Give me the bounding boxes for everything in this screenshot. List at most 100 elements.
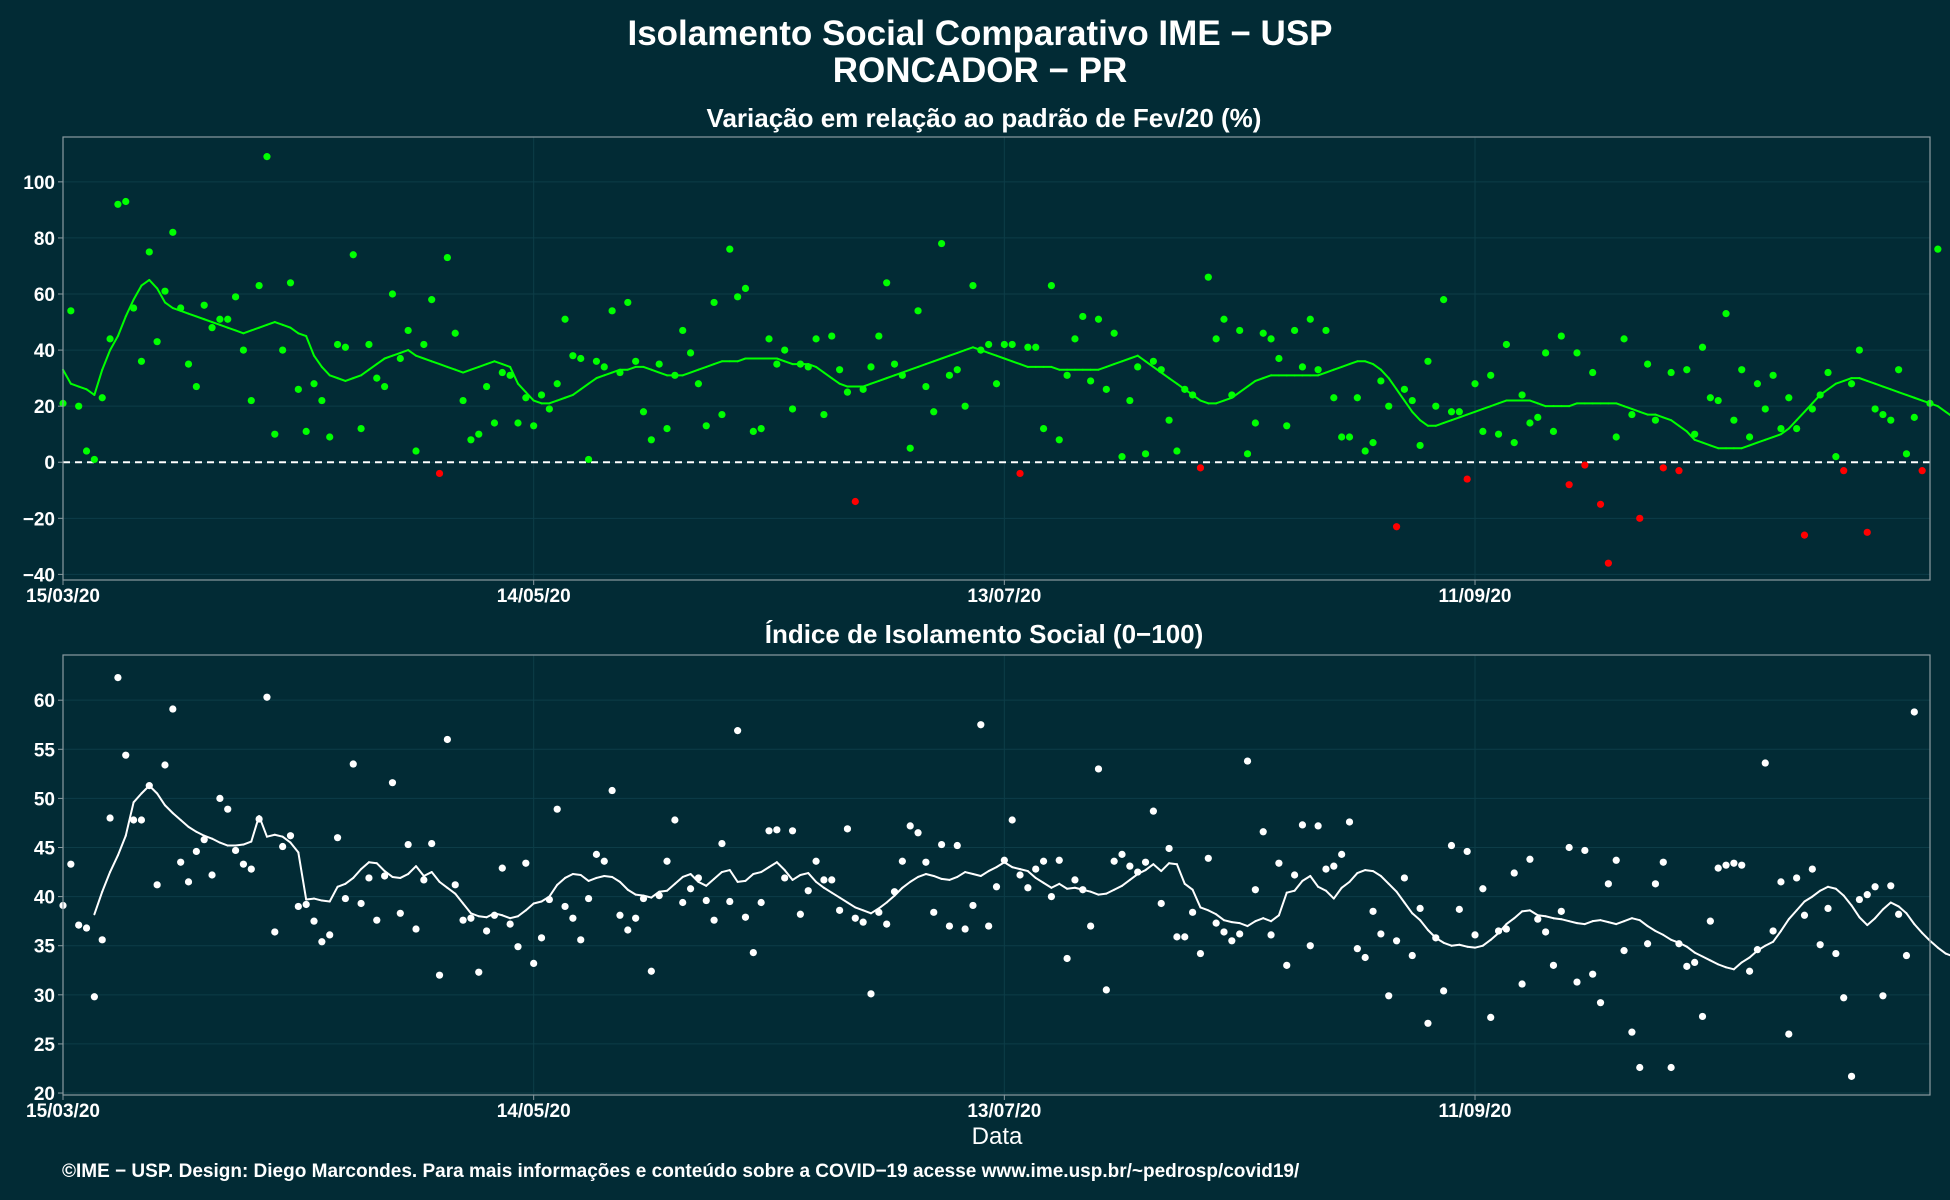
data-point: [294, 385, 302, 393]
data-point: [1322, 865, 1330, 873]
data-point: [1753, 380, 1762, 388]
moving-average-segment: [830, 891, 841, 899]
data-point: [1871, 405, 1879, 413]
moving-average-segment: [415, 354, 425, 360]
data-point: [1698, 1012, 1707, 1021]
data-point: [1149, 357, 1157, 365]
panel-border: [62, 136, 1931, 581]
data-point: [1440, 296, 1448, 304]
moving-average-segment: [430, 360, 441, 366]
moving-average-segment: [1411, 912, 1422, 922]
data-point: [1432, 402, 1440, 410]
data-point: [302, 900, 310, 909]
data-point: [1173, 933, 1181, 941]
data-point: [1102, 986, 1110, 994]
data-point: [600, 857, 608, 865]
data-point: [294, 902, 302, 911]
moving-average-segment: [1528, 399, 1539, 405]
moving-average-segment: [1113, 360, 1124, 366]
data-point: [1643, 940, 1652, 948]
data-point: [1306, 942, 1314, 950]
moving-average-segment: [1811, 889, 1822, 898]
moving-average-segment: [909, 875, 920, 883]
moving-average-segment: [446, 365, 457, 371]
moving-average-segment: [1403, 901, 1414, 915]
moving-average-segment: [1764, 436, 1775, 441]
data-point: [702, 896, 710, 905]
moving-average-segment: [1929, 939, 1939, 949]
moving-average-segment: [109, 335, 119, 352]
data-point: [263, 153, 271, 161]
moving-average-segment: [948, 875, 959, 881]
moving-average-segment: [1905, 393, 1916, 399]
x-tick-label: 11/09/20: [1439, 1101, 1512, 1122]
moving-average-segment: [1827, 885, 1837, 890]
moving-average-segment: [1066, 886, 1076, 890]
data-point: [953, 841, 961, 850]
x-tick-label: 14/05/20: [497, 1101, 571, 1122]
moving-average-segment: [422, 871, 433, 877]
moving-average-segment: [234, 329, 245, 335]
moving-average-segment: [477, 915, 488, 919]
data-point: [1440, 987, 1448, 995]
data-point: [1706, 917, 1714, 925]
y-tick-label: 60: [34, 691, 55, 712]
moving-average-segment: [360, 368, 370, 377]
data-point: [420, 340, 428, 349]
data-point: [804, 363, 812, 371]
moving-average-segment: [258, 323, 268, 329]
moving-average-segment: [877, 901, 888, 910]
moving-average-segment: [422, 357, 433, 363]
data-point: [1502, 925, 1510, 933]
moving-average-segment: [501, 363, 512, 368]
data-point: [843, 388, 852, 396]
y-tick-label: −40: [23, 565, 55, 586]
moving-average-segment: [1364, 360, 1375, 366]
moving-average-segment: [1324, 889, 1335, 900]
moving-average-segment: [187, 825, 198, 833]
data-point: [639, 408, 648, 416]
data-point: [224, 315, 232, 323]
moving-average-segment: [987, 351, 998, 357]
data-point: [953, 366, 961, 374]
data-point: [1134, 868, 1142, 876]
moving-average-segment: [1309, 874, 1320, 888]
data-point: [1275, 354, 1283, 363]
data-point: [428, 839, 436, 848]
moving-average-segment: [462, 902, 472, 915]
data-point: [357, 899, 365, 908]
data-point: [443, 735, 451, 744]
data-point: [192, 847, 200, 856]
moving-average-segment: [101, 349, 112, 371]
data-point: [1910, 708, 1918, 716]
data-point: [639, 894, 648, 903]
data-point: [1032, 343, 1040, 351]
data-point: [1134, 363, 1142, 371]
data-point: [373, 374, 381, 382]
moving-average-segment: [556, 876, 567, 886]
moving-average-segment: [281, 835, 292, 844]
moving-average-segment: [1944, 410, 1950, 417]
moving-average-segment: [979, 870, 990, 877]
moving-average-segment: [1889, 388, 1900, 394]
data-point: [796, 910, 804, 918]
moving-average-segment: [854, 906, 865, 912]
moving-average-segment: [1058, 882, 1069, 890]
moving-average-segment: [1772, 929, 1782, 943]
moving-average-segment: [626, 888, 637, 896]
moving-average-segment: [1222, 919, 1233, 924]
data-point: [1565, 843, 1573, 852]
data-point: [333, 340, 342, 349]
moving-average-segment: [932, 874, 943, 880]
moving-average-segment: [116, 315, 127, 338]
data-point: [836, 906, 844, 914]
data-point: [1863, 528, 1871, 536]
data-point: [1000, 856, 1008, 864]
data-point: [710, 298, 718, 307]
data-point: [1934, 245, 1942, 253]
moving-average-segment: [611, 875, 621, 883]
moving-average-segment: [1160, 371, 1171, 380]
moving-average-segment: [689, 368, 700, 374]
moving-average-segment: [1874, 908, 1884, 920]
